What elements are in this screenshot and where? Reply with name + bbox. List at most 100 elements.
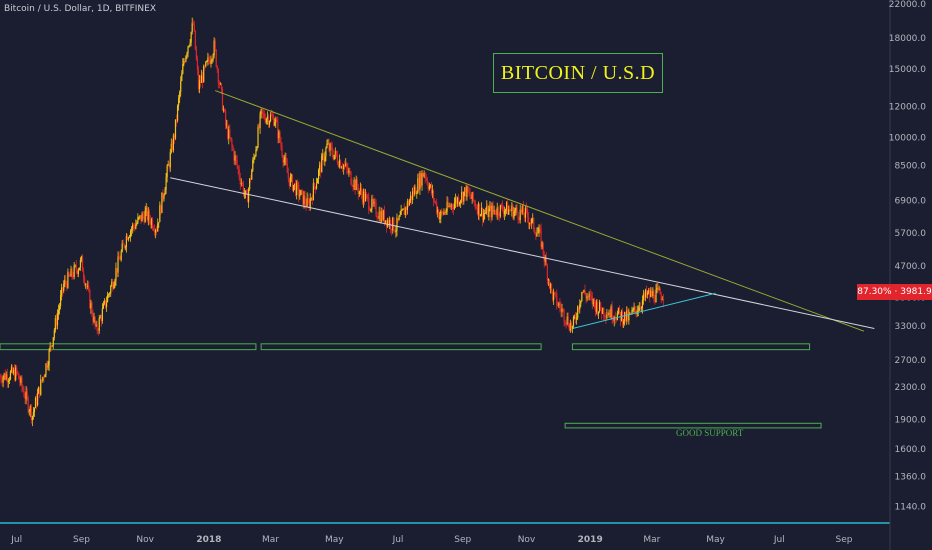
candle bbox=[499, 204, 501, 219]
candle bbox=[487, 203, 489, 218]
x-tick-label: Nov bbox=[136, 535, 154, 545]
candle bbox=[322, 148, 324, 161]
candle bbox=[542, 242, 544, 259]
candle bbox=[655, 284, 657, 303]
candle bbox=[85, 282, 87, 289]
candle bbox=[70, 265, 72, 277]
candle bbox=[142, 210, 144, 220]
candle bbox=[113, 281, 115, 290]
candle bbox=[188, 44, 190, 48]
candle bbox=[35, 393, 38, 410]
candle bbox=[373, 198, 375, 207]
candle bbox=[120, 249, 122, 262]
candle bbox=[519, 204, 521, 224]
candle bbox=[189, 39, 191, 48]
candle bbox=[168, 162, 170, 171]
candle bbox=[303, 191, 305, 209]
candle bbox=[601, 306, 603, 320]
y-tick-label: 22000.0 bbox=[889, 0, 926, 10]
candle bbox=[136, 220, 138, 226]
candle bbox=[56, 309, 59, 330]
x-tick-label: May bbox=[325, 535, 344, 545]
candle bbox=[551, 290, 554, 302]
candle bbox=[610, 304, 612, 320]
candle bbox=[558, 301, 560, 309]
candle bbox=[362, 188, 365, 208]
candle bbox=[370, 208, 372, 213]
candle bbox=[240, 178, 242, 187]
candle bbox=[307, 193, 309, 204]
candle bbox=[121, 240, 123, 253]
candle bbox=[209, 56, 211, 65]
candle bbox=[160, 204, 162, 215]
candle bbox=[449, 202, 451, 210]
candle bbox=[594, 300, 597, 317]
candle bbox=[172, 133, 175, 153]
candle bbox=[246, 188, 249, 203]
candle bbox=[158, 221, 160, 228]
candle bbox=[621, 307, 624, 328]
candle bbox=[270, 109, 273, 117]
candle bbox=[495, 208, 497, 218]
candle bbox=[10, 364, 13, 374]
candle bbox=[522, 200, 524, 216]
candle bbox=[198, 74, 201, 94]
candle bbox=[660, 291, 662, 304]
candle bbox=[413, 185, 415, 197]
candle bbox=[116, 268, 118, 278]
candle bbox=[372, 194, 374, 207]
candle bbox=[566, 312, 568, 326]
candle bbox=[573, 314, 576, 320]
candle bbox=[114, 278, 116, 288]
candle bbox=[637, 305, 639, 317]
candle bbox=[351, 178, 353, 187]
candle bbox=[467, 185, 469, 193]
candle bbox=[222, 105, 225, 113]
candle bbox=[263, 110, 265, 120]
x-tick-label: Sep bbox=[836, 535, 853, 545]
candle bbox=[498, 212, 500, 222]
candle bbox=[450, 203, 452, 210]
candle bbox=[470, 194, 472, 199]
candle bbox=[367, 194, 369, 202]
candle bbox=[579, 299, 581, 314]
candle bbox=[509, 205, 511, 212]
candle bbox=[166, 164, 168, 183]
candle bbox=[111, 278, 113, 287]
candle bbox=[654, 294, 656, 305]
candle bbox=[249, 177, 251, 191]
candle bbox=[437, 206, 439, 218]
candle bbox=[251, 168, 253, 180]
candle bbox=[493, 205, 495, 215]
candle bbox=[154, 224, 156, 237]
candle bbox=[244, 190, 247, 199]
candle bbox=[92, 309, 94, 326]
candle bbox=[260, 108, 262, 119]
candle bbox=[535, 231, 537, 241]
candle bbox=[442, 211, 444, 217]
candle bbox=[275, 116, 277, 128]
candle bbox=[363, 188, 366, 206]
candle bbox=[105, 296, 108, 312]
candle bbox=[211, 58, 213, 65]
candle bbox=[95, 320, 97, 327]
candle bbox=[147, 207, 149, 226]
candle bbox=[12, 367, 15, 376]
candle bbox=[502, 205, 505, 218]
candle bbox=[489, 200, 491, 212]
candle bbox=[428, 182, 430, 191]
candle bbox=[545, 252, 547, 266]
candle bbox=[72, 271, 74, 279]
y-tick-label: 1360.0 bbox=[895, 472, 927, 482]
candle bbox=[353, 177, 355, 190]
support-zone bbox=[571, 343, 811, 351]
candle bbox=[368, 192, 370, 215]
candle bbox=[234, 151, 236, 166]
symbol-header: Bitcoin / U.S. Dollar, 1D, BITFINEX bbox=[4, 4, 156, 14]
candle bbox=[452, 204, 454, 215]
candle bbox=[346, 162, 348, 175]
candle bbox=[182, 58, 184, 75]
candle bbox=[473, 199, 475, 207]
candle bbox=[245, 189, 248, 195]
candle bbox=[400, 204, 402, 215]
